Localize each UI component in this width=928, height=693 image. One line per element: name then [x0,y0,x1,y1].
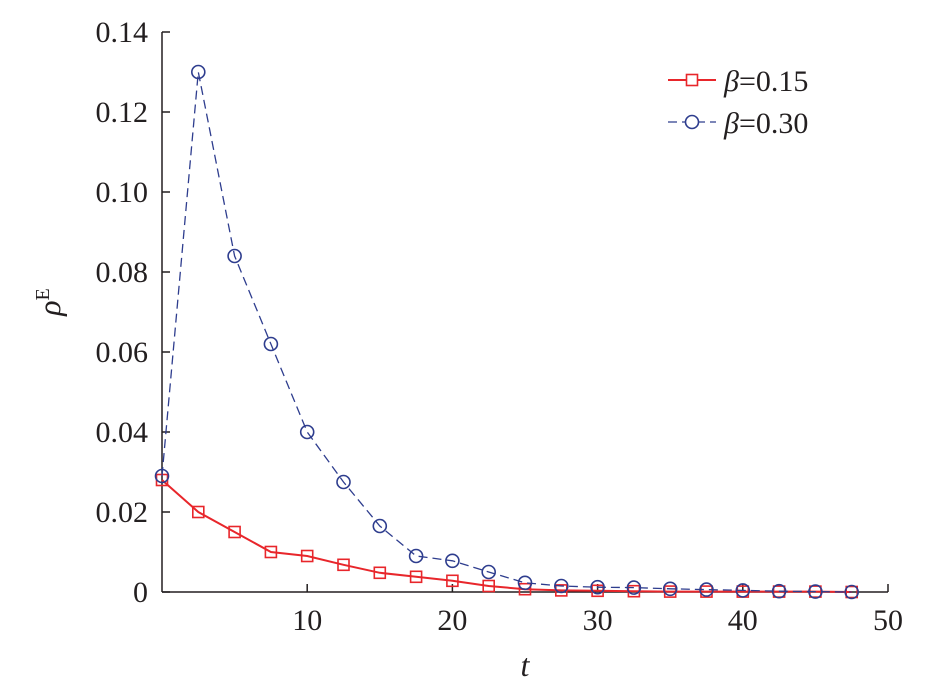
data-point [409,570,423,584]
x-tick-label: 10 [292,604,322,637]
y-tick-label: 0.02 [96,496,149,529]
series-1 [154,64,860,600]
data-point [590,579,605,595]
data-point [373,566,387,580]
data-point [445,553,460,569]
data-point [553,578,569,594]
data-point [263,336,279,352]
data-point [844,584,860,600]
legend: β=0.15β=0.30 [668,65,808,140]
y-axis-title: ρE [31,288,67,317]
data-point [481,564,497,580]
data-point [735,583,751,598]
data-point [228,525,241,539]
legend-label: β=0.30 [723,107,808,140]
legend-label: β=0.15 [723,65,808,98]
legend-marker [684,114,700,130]
data-point [300,549,314,563]
data-point [518,582,532,596]
series-line [161,71,852,593]
legend-value: =0.15 [739,65,808,98]
data-point [771,583,787,599]
data-point [446,574,459,588]
data-point [517,575,533,591]
legend-symbol: β [723,65,739,98]
data-point [192,505,205,519]
data-point [337,558,350,572]
y-tick-label: 0.08 [96,256,149,289]
y-axis-title-main: ρ [31,300,67,316]
data-point [845,585,859,599]
legend-symbol: β [723,107,739,140]
data-point [155,473,169,487]
legend-value: =0.30 [739,107,808,140]
data-point [227,248,242,264]
y-axis-title-sup: E [32,288,54,300]
data-point [336,474,351,490]
data-point [699,582,714,597]
y-tick-label: 0.04 [96,416,149,449]
data-point [372,518,388,534]
series-line [161,479,852,593]
data-point [482,579,496,593]
y-tick-label: 0.14 [96,16,149,49]
series-0 [155,473,859,599]
y-tick-label: 0.06 [96,336,149,369]
data-point [264,545,278,559]
x-tick-label: 20 [437,604,467,637]
x-axis-title: t [521,647,531,683]
data-point [191,64,206,80]
series-layer [154,64,860,600]
y-tick-label: 0.12 [96,96,149,129]
x-tick-label: 30 [583,604,613,637]
data-point [626,580,642,595]
data-point [154,468,170,484]
data-point [808,584,823,599]
x-tick-label: 40 [728,604,758,637]
data-point [662,581,678,597]
legend-marker [685,73,699,87]
data-point [299,424,315,440]
ticks: 0 0.02 0.04 0.06 0.08 0.10 0.12 0.14 10 20 30 40 50 [96,16,904,637]
y-tick-label: 0.10 [96,176,149,209]
x-tick-label: 50 [873,604,903,637]
data-point [408,548,424,564]
y-tick-label: 0 [133,576,148,609]
